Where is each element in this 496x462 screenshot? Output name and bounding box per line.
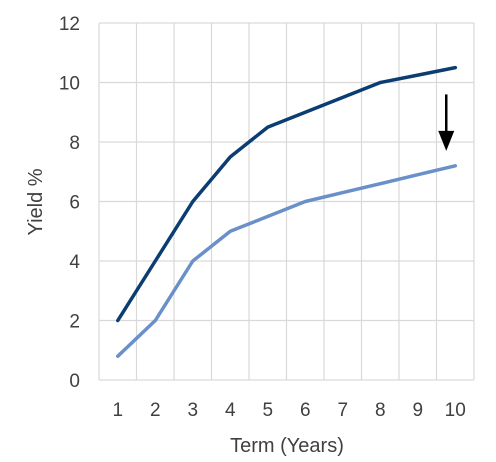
x-tick-label: 6 (300, 400, 311, 421)
y-axis-ticks: 0 2 4 6 8 10 12 (59, 14, 81, 392)
y-tick-label: 2 (69, 312, 80, 333)
x-tick-label: 3 (187, 400, 198, 421)
series-line-2 (116, 164, 458, 358)
y-tick-label: 0 (69, 371, 80, 392)
x-tick-label: 7 (337, 400, 348, 421)
x-tick-label: 4 (225, 400, 236, 421)
x-tick-label: 10 (445, 400, 466, 421)
series-line-1 (116, 65, 458, 323)
gridlines (98, 22, 475, 381)
down-arrow-annotation (438, 94, 455, 151)
y-axis-title: Yield % (25, 168, 47, 235)
x-tick-label: 1 (112, 400, 123, 421)
x-tick-label: 8 (375, 400, 386, 421)
x-tick-label: 9 (412, 400, 423, 421)
x-axis-ticks: 1 2 3 4 5 6 7 8 9 10 (112, 400, 465, 421)
x-tick-label: 5 (262, 400, 273, 421)
arrow-head (438, 130, 455, 151)
y-tick-label: 12 (59, 14, 80, 35)
y-tick-label: 6 (69, 193, 80, 214)
y-tick-label: 8 (69, 133, 80, 154)
x-axis-title: Term (Years) (230, 435, 344, 457)
series-lines (116, 65, 458, 358)
y-tick-label: 4 (69, 252, 80, 273)
y-tick-label: 10 (59, 74, 80, 95)
x-tick-label: 2 (150, 400, 161, 421)
